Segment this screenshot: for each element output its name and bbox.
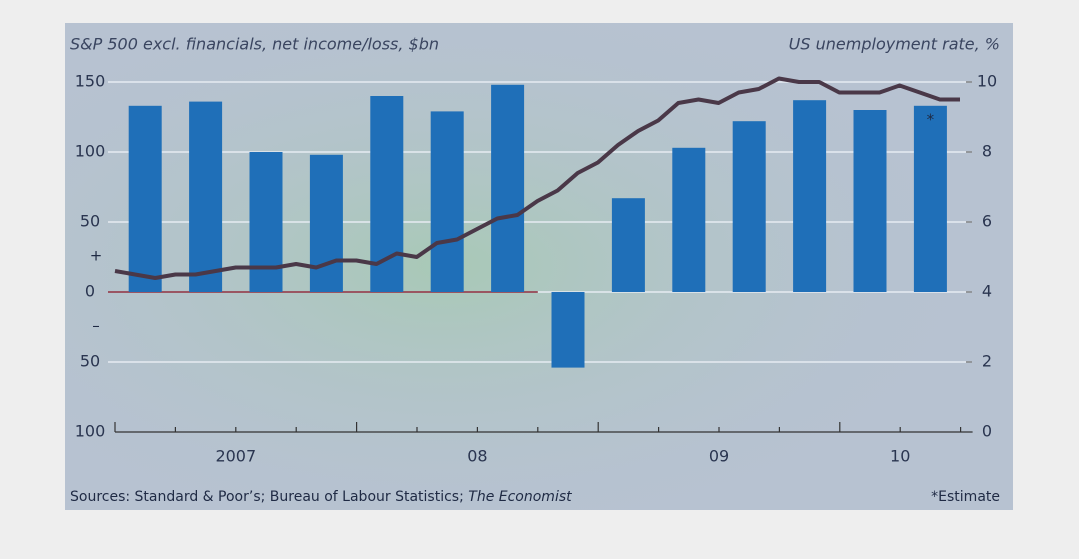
- bar: [491, 84, 525, 292]
- bar: [732, 121, 766, 292]
- source: Sources: Standard & Poor’s; Bureau of La…: [70, 489, 572, 505]
- y2-tick-label: 6: [982, 212, 992, 231]
- minus-sign: –: [92, 317, 100, 335]
- x-tick-label: 09: [709, 447, 729, 466]
- y2-tick-label: 4: [982, 282, 992, 301]
- estimate-marker: *: [927, 110, 935, 128]
- bar: [430, 111, 464, 293]
- left-axis-title: S&P 500 excl. financials, net income/los…: [70, 35, 439, 54]
- bar: [913, 105, 947, 292]
- y-tick-label: 100: [75, 422, 106, 441]
- bar: [189, 101, 223, 292]
- bar: [249, 152, 283, 292]
- bar: [611, 198, 645, 292]
- source-text: Sources: Standard & Poor’s; Bureau of La…: [70, 489, 468, 505]
- bar: [853, 110, 887, 292]
- footnote: *Estimate: [931, 489, 1000, 505]
- unemployment-line: [114, 76, 960, 280]
- bar: [793, 100, 827, 292]
- y2-tick-label: 0: [982, 422, 992, 441]
- bar: [128, 105, 162, 292]
- y-tick-label: 150: [75, 72, 106, 91]
- y-tick-label: 100: [75, 142, 106, 161]
- y-tick-label: 50: [80, 352, 100, 371]
- y-tick-label: 0: [85, 282, 95, 301]
- bar: [672, 147, 706, 292]
- x-tick-label: 10: [890, 447, 910, 466]
- y2-tick-label: 8: [982, 142, 992, 161]
- right-axis-title: US unemployment rate, %: [789, 35, 1000, 54]
- bar: [551, 292, 585, 368]
- x-tick-label: 2007: [215, 447, 256, 466]
- source-italic: The Economist: [468, 489, 572, 505]
- y2-tick-label: 2: [982, 352, 992, 371]
- plus-sign: +: [90, 247, 103, 265]
- y2-tick-label: 10: [977, 72, 997, 91]
- x-tick-label: 08: [467, 447, 487, 466]
- bar: [309, 154, 343, 292]
- y-tick-label: 50: [80, 212, 100, 231]
